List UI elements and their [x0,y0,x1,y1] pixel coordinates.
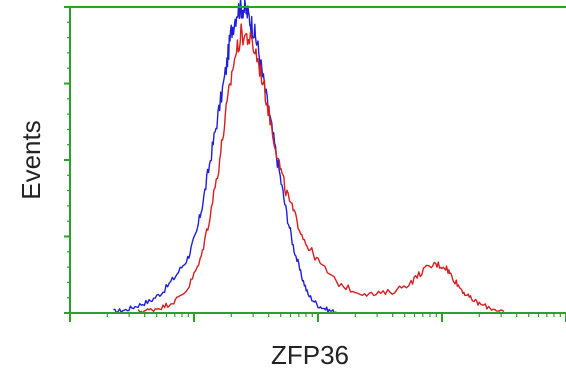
plot-area [64,0,566,322]
series-layer [113,0,505,314]
x-axis-label: ZFP36 [271,340,349,370]
y-axis-label: Events [16,120,46,200]
axes-layer [64,6,566,322]
series-line-1 [113,0,339,314]
series-line-2 [137,23,505,314]
